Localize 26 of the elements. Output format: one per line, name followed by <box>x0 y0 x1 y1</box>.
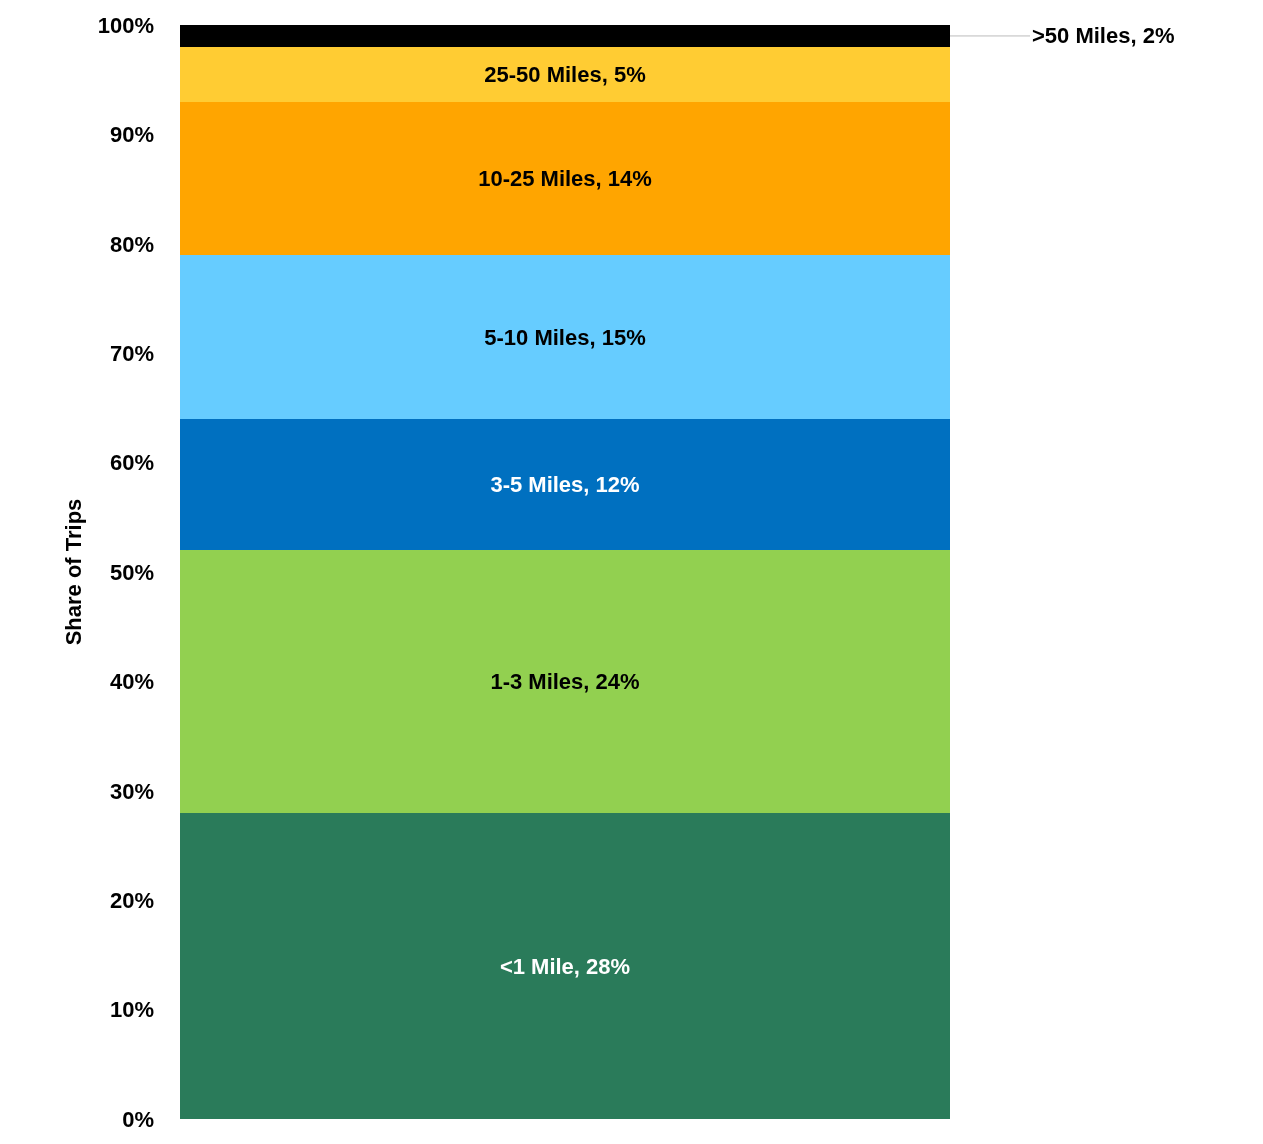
y-tick-label: 80% <box>109 231 154 257</box>
bar <box>180 419 950 550</box>
y-tick-label: 30% <box>109 778 154 804</box>
y-tick-label: 50% <box>109 559 154 585</box>
y-tick-label: 60% <box>109 450 154 476</box>
y-axis-title: Share of Trips <box>60 498 86 646</box>
data-label: <1 Mile, 28% <box>499 953 631 979</box>
y-tick-label: 90% <box>109 122 154 148</box>
bar <box>180 550 950 813</box>
y-tick-label: 40% <box>109 669 154 695</box>
y-tick-label: 20% <box>109 887 154 913</box>
data-label: 25-50 Miles, 5% <box>484 62 646 87</box>
bar <box>180 813 950 1119</box>
bar <box>180 102 950 255</box>
data-label: 10-25 Miles, 14% <box>478 166 652 191</box>
data-label: 1-3 Miles, 24% <box>490 669 640 694</box>
y-tick-label: 10% <box>109 997 154 1023</box>
bar <box>180 25 950 47</box>
data-label: 3-5 Miles, 12% <box>490 472 640 497</box>
bar <box>180 47 950 102</box>
y-tick-label: 70% <box>109 340 154 366</box>
y-tick-label: 0% <box>122 1106 154 1132</box>
data-label: >50 Miles, 2% <box>1032 23 1175 48</box>
y-tick-label: 100% <box>97 12 154 38</box>
data-label: 5-10 Miles, 15% <box>484 324 646 350</box>
bar <box>180 255 950 419</box>
